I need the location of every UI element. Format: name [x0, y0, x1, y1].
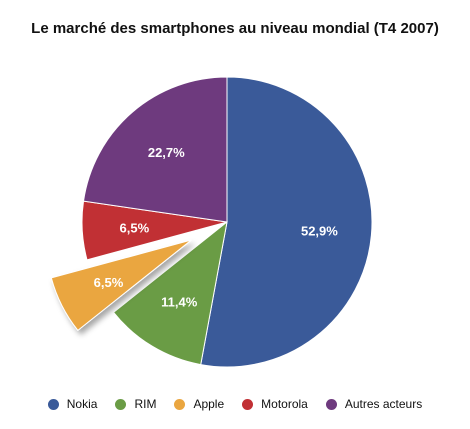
chart-title: Le marché des smartphones au niveau mond…	[31, 20, 439, 37]
legend-swatch	[242, 398, 254, 410]
legend-item-nokia: Nokia	[47, 397, 98, 411]
legend-item-apple: Apple	[174, 397, 224, 411]
data-label-autres-acteurs: 22,7%	[148, 145, 185, 160]
legend-swatch	[47, 398, 59, 410]
legend-label: RIM	[134, 397, 157, 411]
legend-label: Apple	[193, 397, 225, 411]
data-label-apple: 6,5%	[94, 275, 124, 290]
legend-item-autres-acteurs: Autres acteurs	[325, 397, 423, 411]
pie-slice-apple	[50, 239, 192, 332]
pie-slice-nokia	[200, 76, 373, 368]
legend-swatch	[325, 398, 337, 410]
pie-slice-autres-acteurs	[82, 76, 228, 223]
legend-item-motorola: Motorola	[242, 397, 308, 411]
chart-legend: Nokia RIM Apple Motorola Autres acteurs	[0, 397, 470, 411]
pie-slice-rim	[112, 220, 228, 366]
data-label-rim: 11,4%	[161, 295, 198, 310]
legend-swatch	[115, 398, 127, 410]
legend-label: Motorola	[261, 397, 308, 411]
data-label-nokia: 52,9%	[301, 223, 338, 238]
legend-swatch	[174, 398, 186, 410]
legend-item-rim: RIM	[115, 397, 156, 411]
legend-label: Autres acteurs	[344, 397, 423, 411]
legend-label: Nokia	[66, 397, 98, 411]
data-label-motorola: 6,5%	[120, 221, 150, 236]
